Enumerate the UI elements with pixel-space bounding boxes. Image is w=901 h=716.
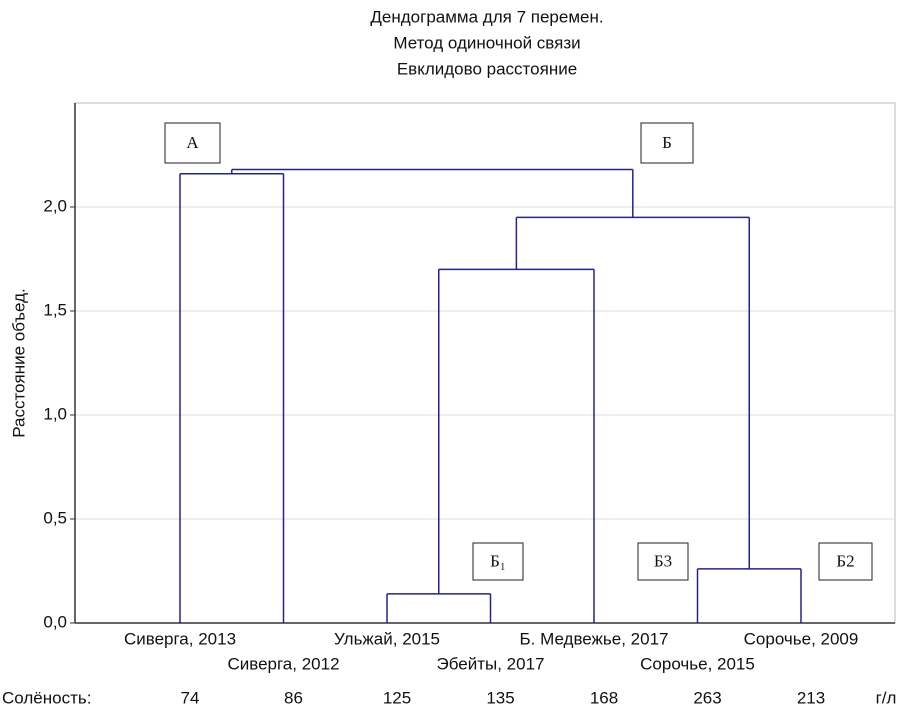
salinity-value: 135	[486, 688, 514, 707]
leaf-label: Сиверга, 2012	[227, 654, 339, 673]
salinity-value: 86	[284, 688, 303, 707]
salinity-value: 125	[383, 688, 411, 707]
leaf-label: Сорочье, 2015	[640, 654, 755, 673]
annotation-box	[637, 542, 689, 581]
annotation-box	[164, 122, 221, 164]
y-axis-label: Расстояние объед.	[9, 288, 28, 438]
annotation: Б3	[654, 551, 672, 570]
chart-title: Дендограмма для 7 перемен.	[370, 7, 603, 26]
leaf-label: Эбейты, 2017	[437, 654, 545, 673]
y-tick-label: 0,5	[43, 508, 67, 527]
annotation-box	[472, 542, 524, 581]
annotation: А	[186, 133, 199, 152]
y-tick-label: 0,0	[43, 612, 67, 631]
y-tick-label: 2,0	[43, 196, 67, 215]
annotation-box	[818, 542, 873, 581]
salinity-value: 168	[590, 688, 618, 707]
salinity-value: 213	[797, 688, 825, 707]
annotation: Б	[662, 133, 672, 152]
leaf-label: Б. Медвежье, 2017	[519, 629, 668, 648]
chart-subtitle: Евклидово расстояние	[397, 59, 577, 78]
annotation: Б₁	[490, 551, 506, 570]
chart-subtitle: Метод одиночной связи	[393, 33, 580, 52]
leaf-label: Сорочье, 2009	[744, 629, 859, 648]
salinity-label: Солёность:	[2, 688, 91, 707]
annotation: Б2	[836, 551, 854, 570]
salinity-unit: г/л	[876, 688, 897, 707]
salinity-value: 74	[181, 688, 200, 707]
leaf-label: Ульжай, 2015	[334, 629, 440, 648]
leaf-label: Сиверга, 2013	[124, 629, 236, 648]
salinity-value: 263	[693, 688, 721, 707]
y-tick-label: 1,0	[43, 404, 67, 423]
y-tick-label: 1,5	[43, 300, 67, 319]
annotation-box	[640, 122, 694, 164]
